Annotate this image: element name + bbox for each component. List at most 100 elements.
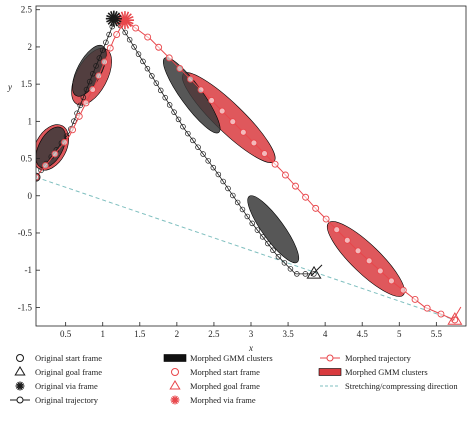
morphed-trajectory-point-35 (365, 257, 373, 265)
original-trajectory-point-12 (83, 86, 90, 93)
original-trajectory-line (36, 17, 315, 275)
y-tick-label-5: 1 (28, 116, 33, 126)
morphed-trajectory-point-22 (229, 118, 237, 126)
x-tick-label-10: 5.5 (431, 329, 443, 339)
original-trajectory-point-38 (190, 137, 196, 144)
morphed-trajectory-point-27 (281, 171, 289, 179)
original-trajectory-point-51 (254, 227, 261, 233)
morphed-trajectory-point-10 (106, 44, 114, 52)
original-trajectory-point-27 (140, 58, 146, 65)
morphed-trajectory-point-39 (411, 296, 419, 303)
original-trajectory-point-60 (311, 271, 317, 277)
morphed-trajectory-point-14 (144, 33, 152, 41)
original-trajectory-point-49 (244, 213, 251, 220)
legend-marker-9 (318, 368, 342, 376)
legend-marker-8 (326, 354, 334, 362)
original-trajectory-point-14 (90, 71, 96, 77)
original-trajectory-point-33 (166, 102, 173, 108)
original-trajectory-point-36 (180, 123, 186, 130)
original-trajectory-point-40 (200, 151, 206, 157)
y-tick-label-4: 0.5 (21, 154, 33, 164)
morphed-trajectory-point-4 (69, 126, 77, 134)
morphed-trajectory-point-38 (399, 286, 407, 294)
morphed-trajectory-point-28 (292, 182, 299, 190)
x-tick-label-9: 5 (397, 329, 402, 339)
original-trajectory-point-10 (77, 102, 83, 109)
original-trajectory-point-37 (185, 130, 191, 137)
x-tick-label-3: 2 (175, 329, 180, 339)
original-trajectory-point-41 (205, 158, 211, 164)
legend: Original start frame Original goal frame O… (10, 353, 458, 405)
original-trajectory-point-53 (265, 240, 271, 247)
legend-label-6: Morphed goal frame (190, 381, 260, 391)
morphed-trajectory-point-20 (208, 96, 216, 104)
morphed-goal-frame (447, 312, 463, 325)
original-trajectory-point-50 (249, 220, 255, 227)
morphed-trajectory-point-7 (89, 86, 97, 93)
legend-item-9: Morphed GMM clusters (318, 367, 428, 377)
legend-label-5: Morphed start frame (190, 367, 260, 377)
morphed-trajectory-point-18 (186, 75, 194, 83)
legend-marker-3 (16, 396, 24, 404)
morphed-trajectory-point-17 (176, 65, 184, 72)
legend-marker-6 (169, 380, 181, 390)
morphed-trajectory-point-36 (376, 267, 384, 275)
original-goal-frame-axis (310, 264, 323, 277)
original-trajectory-point-32 (162, 94, 168, 101)
x-tick-label-5: 3 (249, 329, 254, 339)
original-trajectory-point-47 (234, 199, 241, 206)
legend-marker-2 (15, 381, 25, 391)
morphed-trajectory-point-15 (155, 43, 163, 51)
original-trajectory-point-55 (275, 254, 282, 260)
original-trajectory-point-45 (225, 185, 231, 192)
y-tick-label-7: 2 (28, 42, 33, 52)
legend-item-4: Morphed GMM clusters (163, 353, 273, 363)
morphed-trajectory-point-30 (312, 204, 320, 212)
legend-marker-5 (171, 368, 179, 376)
y-tick-label-2: -0.5 (18, 228, 33, 238)
morphed-trajectory-point-1 (42, 162, 49, 169)
original-trajectory-point-57 (287, 266, 294, 272)
axes: 0.5 1 1.5 2 2.5 3 3.5 4 4.5 5 5.5 -1.5 -1 -0.5 0 0.5 1 1.… (7, 5, 467, 353)
x-tick-label-2: 1.5 (134, 329, 146, 339)
original-trajectory-point-58 (294, 271, 300, 277)
original-trajectory-point-56 (281, 260, 288, 266)
original-trajectory-point-59 (302, 271, 309, 277)
legend-label-2: Original via frame (35, 381, 98, 391)
original-trajectory-point-23 (122, 29, 128, 36)
morphed-trajectory-point-21 (218, 107, 226, 115)
morphed-trajectory-point-26 (271, 160, 279, 168)
original-trajectory-point-29 (149, 73, 155, 79)
legend-label-3: Original trajectory (35, 395, 99, 405)
legend-item-5: Morphed start frame (171, 367, 260, 377)
stretch-direction-line (36, 176, 456, 321)
original-goal-frame (306, 265, 322, 279)
legend-item-3: Original trajectory (10, 395, 99, 405)
morphed-trajectory-point-5 (75, 112, 83, 120)
morphed-trajectory-point-31 (322, 215, 330, 223)
y-tick-label-0: -1.5 (18, 302, 33, 312)
morphed-trajectory-point-25 (261, 150, 268, 157)
legend-item-8: Morphed trajectory (320, 353, 412, 363)
morphed-via-frame (115, 11, 134, 30)
original-start-frame (36, 172, 41, 182)
morphed-trajectory-point-3 (60, 138, 68, 146)
original-trajectory-point-8 (71, 118, 77, 124)
original-trajectory-point-13 (86, 78, 93, 85)
original-trajectory-point-46 (230, 192, 236, 199)
legend-item-2: Original via frame (15, 381, 98, 391)
original-via-frame-ray (106, 14, 122, 23)
morphed-trajectory-point-24 (250, 139, 258, 147)
original-trajectory-point-44 (220, 178, 226, 185)
morphed-trajectory-point-9 (101, 58, 108, 66)
original-trajectory-point-42 (210, 164, 217, 171)
legend-label-9: Morphed GMM clusters (345, 367, 428, 377)
legend-item-1: Original goal frame (14, 366, 102, 377)
morphed-trajectory-point-0 (36, 173, 40, 181)
morphed-trajectory-point-40 (423, 304, 431, 312)
legend-label-1: Original goal frame (35, 367, 102, 377)
original-trajectory-point-1 (38, 167, 44, 174)
x-tick-label-8: 4.5 (357, 329, 369, 339)
legend-marker-4 (163, 354, 187, 362)
